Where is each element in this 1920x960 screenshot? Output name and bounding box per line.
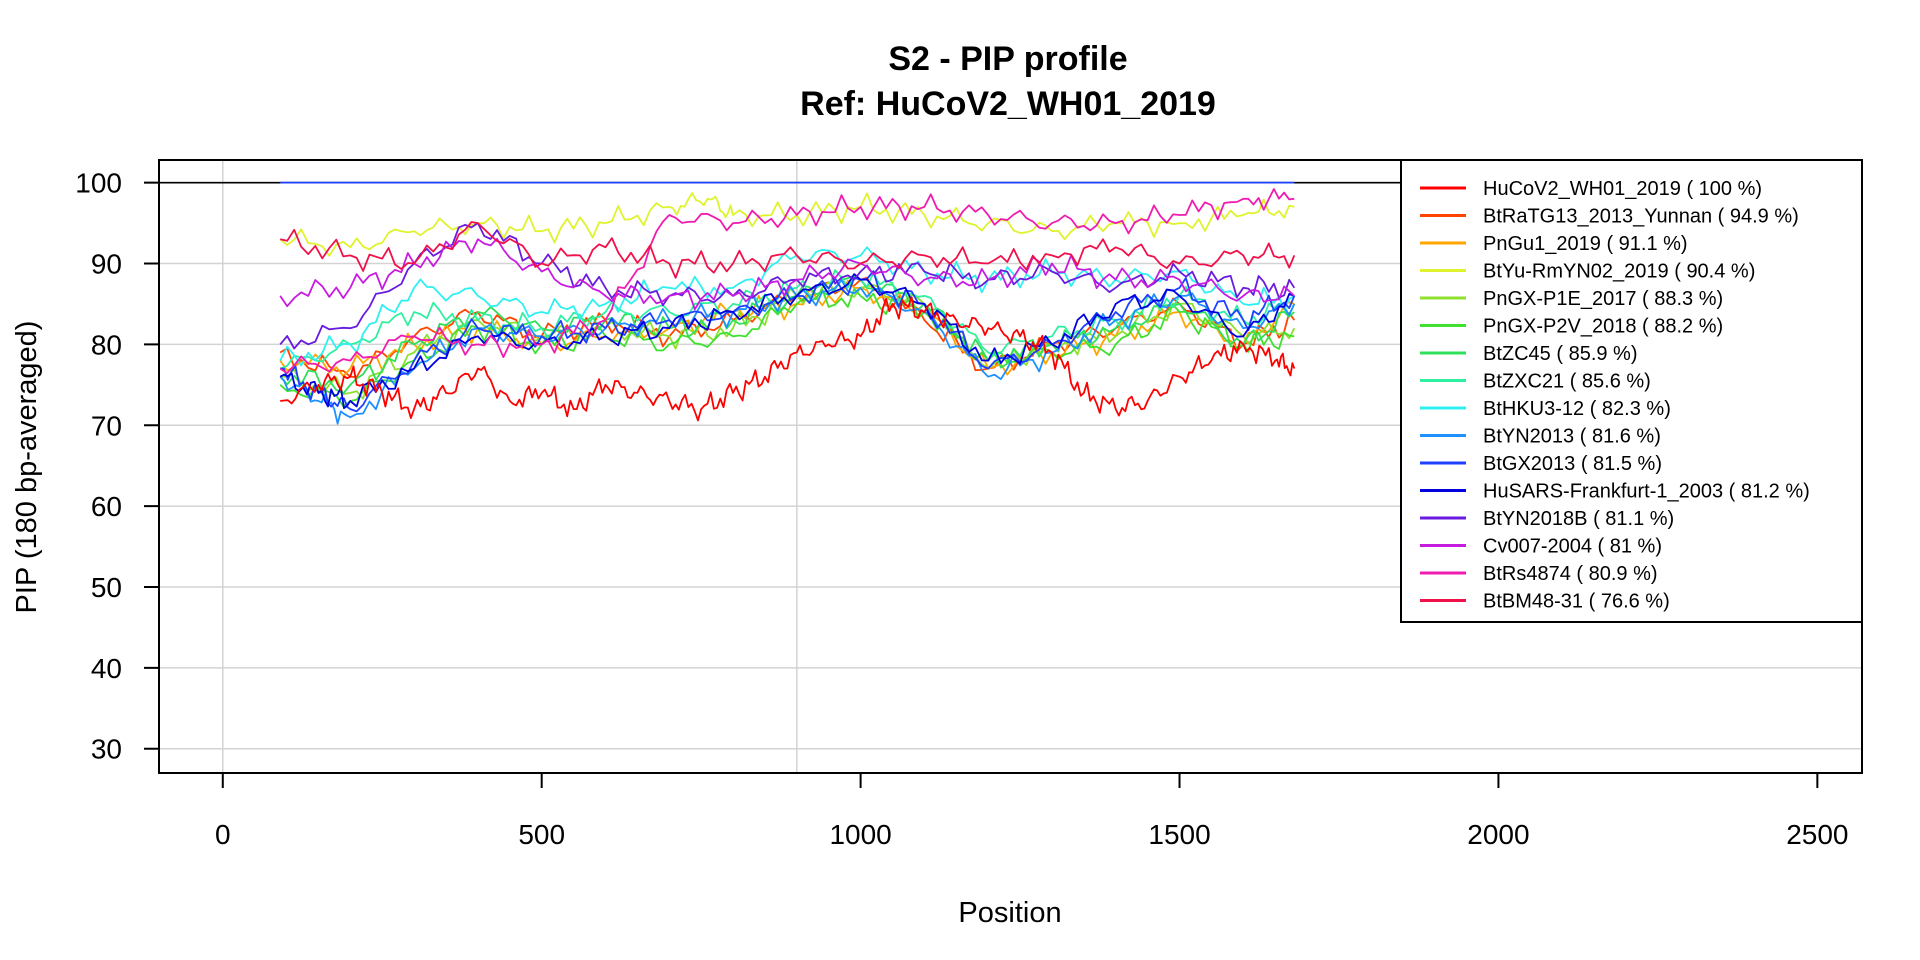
y-tick-label: 40 — [91, 653, 122, 684]
legend-entry: BtRs4874 ( 80.9 %) — [1483, 563, 1658, 585]
series-line — [280, 270, 1296, 413]
y-tick-label: 100 — [75, 168, 122, 199]
series-line — [280, 296, 1296, 422]
legend-entry: PnGX-P2V_2018 ( 88.2 %) — [1483, 316, 1723, 338]
x-axis-label: Position — [958, 897, 1061, 929]
legend-entry: Cv007-2004 ( 81 %) — [1483, 536, 1662, 558]
y-tick-label: 30 — [91, 734, 122, 765]
legend-entry: BtZXC21 ( 85.6 %) — [1483, 371, 1651, 393]
legend-entry: HuSARS-Frankfurt-1_2003 ( 81.2 %) — [1483, 481, 1810, 503]
series-line — [279, 269, 1296, 370]
x-tick-label: 500 — [518, 819, 565, 850]
legend-entry: BtYN2013 ( 81.6 %) — [1483, 426, 1661, 448]
series-line — [279, 188, 1295, 374]
legend-entry: BtZC45 ( 85.9 %) — [1483, 343, 1638, 365]
x-tick-label: 1500 — [1148, 819, 1210, 850]
legend: HuCoV2_WH01_2019 ( 100 %) BtRaTG13_2013_Y… — [1400, 159, 1863, 623]
series-line — [279, 192, 1295, 257]
legend-entry: BtYN2018B ( 81.1 %) — [1483, 508, 1674, 530]
y-axis: 30 40 50 60 70 80 90 100 — [75, 168, 159, 765]
y-tick-label: 50 — [91, 572, 122, 603]
legend-entry: BtYu-RmYN02_2019 ( 90.4 %) — [1483, 261, 1755, 283]
series-line — [279, 237, 1295, 311]
legend-entry: HuCoV2_WH01_2019 ( 100 %) — [1483, 178, 1762, 200]
x-axis: 0 500 1000 1500 2000 2500 — [215, 773, 1849, 850]
legend-entry: BtRaTG13_2013_Yunnan ( 94.9 %) — [1483, 206, 1799, 228]
legend-entry: BtHKU3-12 ( 82.3 %) — [1483, 398, 1671, 420]
chart-subtitle: Ref: HuCoV2_WH01_2019 — [800, 85, 1216, 123]
legend-entry: PnGu1_2019 ( 91.1 %) — [1483, 233, 1688, 255]
series-line — [279, 288, 1295, 408]
x-tick-label: 1000 — [829, 819, 891, 850]
series-layer — [279, 181, 1296, 425]
chart-title: S2 - PIP profile — [888, 40, 1127, 78]
y-tick-label: 80 — [91, 329, 122, 360]
legend-box — [1400, 159, 1863, 623]
series-line — [279, 279, 1296, 425]
series-line — [280, 221, 1296, 279]
x-tick-label: 0 — [215, 819, 231, 850]
legend-entry: PnGX-P1E_2017 ( 88.3 %) — [1483, 288, 1723, 310]
x-tick-label: 2500 — [1786, 819, 1848, 850]
y-tick-label: 70 — [91, 410, 122, 441]
y-tick-label: 90 — [91, 249, 122, 280]
x-tick-label: 2000 — [1467, 819, 1529, 850]
series-line — [279, 273, 1295, 410]
y-axis-label: PIP (180 bp-averaged) — [11, 321, 43, 614]
legend-entry: BtGX2013 ( 81.5 %) — [1483, 453, 1662, 475]
y-tick-label: 60 — [91, 491, 122, 522]
legend-entry: BtBM48-31 ( 76.6 %) — [1483, 591, 1670, 613]
